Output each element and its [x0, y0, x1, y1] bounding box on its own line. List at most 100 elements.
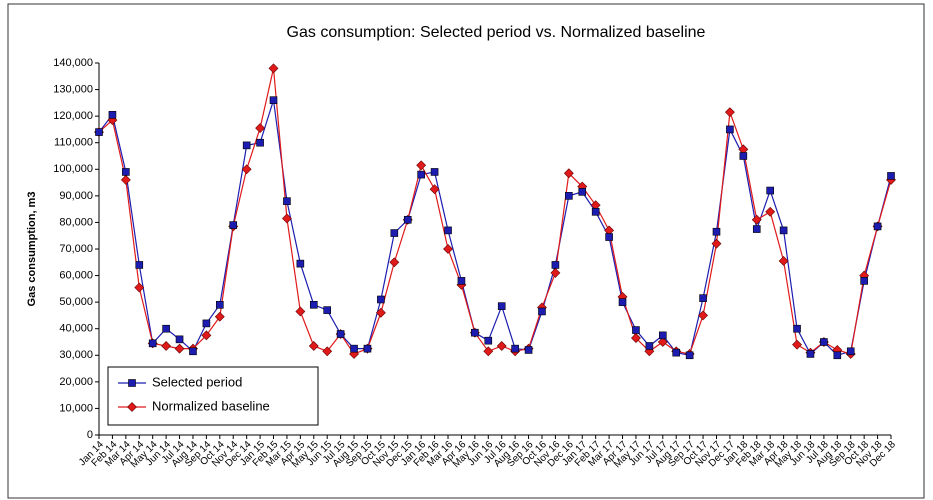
- marker: [792, 339, 802, 350]
- marker: [390, 229, 399, 237]
- marker: [323, 306, 332, 314]
- marker: [134, 282, 145, 293]
- marker: [712, 227, 721, 236]
- marker: [120, 174, 131, 185]
- marker: [645, 342, 654, 350]
- marker: [108, 111, 117, 119]
- marker: [162, 324, 170, 333]
- marker: [887, 172, 895, 180]
- marker: [375, 307, 386, 318]
- marker: [578, 188, 587, 196]
- marker: [443, 244, 453, 254]
- marker: [591, 208, 600, 216]
- marker: [429, 184, 440, 195]
- marker: [214, 311, 225, 322]
- marker: [806, 350, 815, 358]
- marker: [135, 261, 144, 269]
- legend-label: Selected period: [152, 374, 242, 389]
- marker: [551, 261, 560, 269]
- marker: [752, 225, 761, 233]
- y-tick-label: 110,000: [54, 137, 93, 149]
- marker: [295, 306, 306, 317]
- y-tick-label: 120,000: [53, 110, 93, 122]
- marker: [711, 238, 722, 249]
- marker: [685, 351, 694, 360]
- marker: [283, 197, 291, 205]
- marker: [201, 330, 212, 341]
- marker: [350, 344, 358, 353]
- marker: [565, 192, 573, 200]
- legend-box: [107, 366, 319, 426]
- marker: [174, 343, 185, 354]
- marker: [605, 233, 613, 241]
- marker: [175, 335, 184, 344]
- marker: [496, 341, 507, 351]
- marker: [632, 326, 640, 334]
- marker: [296, 259, 305, 268]
- marker: [403, 215, 412, 224]
- marker: [765, 206, 776, 217]
- marker: [95, 128, 103, 136]
- marker: [336, 330, 345, 338]
- y-tick-label: 30,000: [59, 349, 93, 361]
- marker: [483, 346, 494, 357]
- marker: [538, 307, 546, 316]
- marker: [128, 379, 136, 387]
- marker: [873, 222, 882, 231]
- marker: [242, 141, 251, 150]
- marker: [471, 328, 479, 337]
- marker: [268, 63, 279, 74]
- marker: [699, 294, 707, 302]
- marker: [672, 348, 681, 357]
- marker: [161, 341, 172, 351]
- marker: [631, 333, 641, 343]
- marker: [216, 300, 224, 309]
- marker: [739, 152, 748, 160]
- marker: [563, 168, 574, 179]
- marker: [524, 346, 533, 354]
- marker: [444, 226, 452, 235]
- marker: [148, 339, 157, 348]
- marker: [189, 347, 197, 356]
- marker: [657, 337, 668, 347]
- y-tick-label: 40,000: [59, 323, 93, 335]
- marker: [698, 310, 708, 321]
- y-tick-label: 130,000: [53, 83, 93, 95]
- y-tick-label: 60,000: [59, 269, 93, 281]
- marker: [779, 226, 788, 235]
- y-tick-label: 140,000: [53, 57, 93, 69]
- chart-title: Gas consumption: Selected period vs. Nor…: [287, 24, 706, 41]
- y-tick-label: 100,000: [53, 163, 93, 175]
- marker: [724, 107, 735, 118]
- marker: [122, 168, 130, 176]
- marker: [497, 302, 506, 310]
- marker: [282, 213, 292, 224]
- marker: [241, 164, 252, 175]
- marker: [778, 256, 789, 266]
- y-tick-label: 50,000: [59, 296, 93, 308]
- marker: [389, 257, 400, 268]
- marker: [618, 298, 627, 306]
- marker: [793, 324, 801, 333]
- marker: [658, 331, 667, 340]
- y-axis-label: Gas consumption, m3: [26, 192, 38, 307]
- y-tick-label: 0: [87, 429, 93, 441]
- marker: [255, 123, 266, 134]
- marker: [511, 344, 519, 353]
- marker: [322, 346, 333, 357]
- marker: [256, 138, 264, 147]
- marker: [377, 295, 385, 304]
- y-tick-label: 70,000: [59, 243, 93, 255]
- marker: [550, 267, 561, 278]
- marker: [457, 277, 466, 285]
- marker: [430, 168, 439, 176]
- marker: [820, 338, 828, 346]
- y-tick-label: 90,000: [59, 190, 93, 202]
- marker: [309, 300, 318, 309]
- marker: [860, 277, 868, 285]
- marker: [833, 351, 842, 360]
- marker: [308, 341, 319, 351]
- y-tick-label: 80,000: [59, 216, 93, 228]
- marker: [416, 160, 427, 171]
